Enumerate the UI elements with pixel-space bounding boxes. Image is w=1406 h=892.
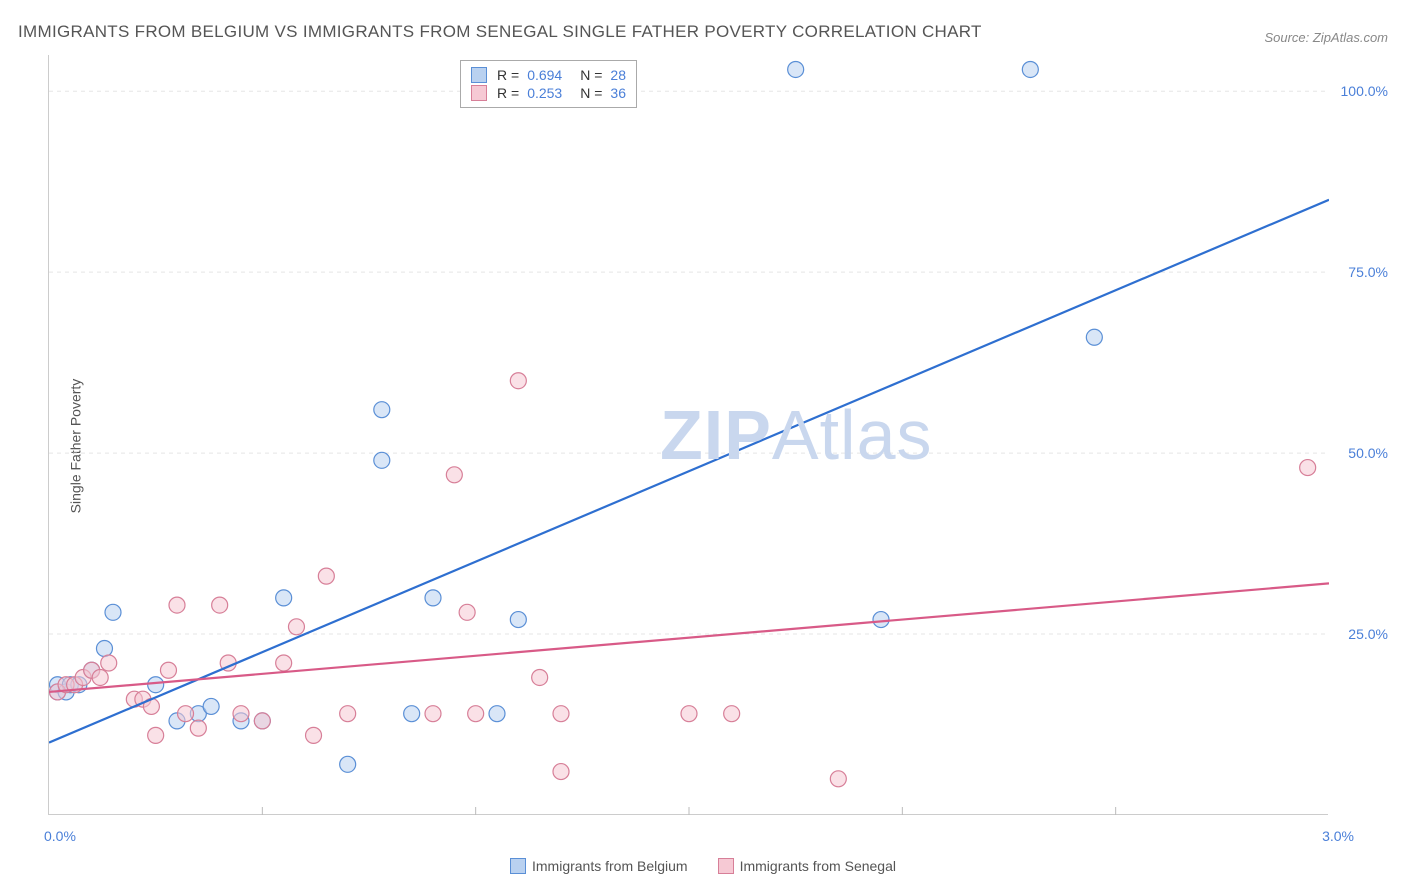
y-tick-100: 100.0% [1341, 83, 1388, 99]
n-value-senegal: 36 [610, 85, 626, 101]
r-value-senegal: 0.253 [527, 85, 562, 101]
r-label: R = [497, 85, 519, 101]
swatch-belgium-icon [510, 858, 526, 874]
legend-item-belgium: Immigrants from Belgium [510, 858, 688, 874]
r-label: R = [497, 67, 519, 83]
chart-svg [49, 55, 1329, 815]
legend-item-senegal: Immigrants from Senegal [718, 858, 896, 874]
swatch-senegal [471, 85, 487, 101]
source-label: Source: ZipAtlas.com [1264, 30, 1388, 45]
legend-row-senegal: R = 0.253 N = 36 [471, 85, 626, 101]
x-tick-3: 3.0% [1322, 828, 1354, 844]
legend-row-belgium: R = 0.694 N = 28 [471, 67, 626, 83]
n-label: N = [580, 67, 602, 83]
r-value-belgium: 0.694 [527, 67, 562, 83]
n-label: N = [580, 85, 602, 101]
legend-series: Immigrants from Belgium Immigrants from … [510, 858, 896, 874]
swatch-senegal-icon [718, 858, 734, 874]
y-tick-75: 75.0% [1348, 264, 1388, 280]
plot-area [48, 55, 1328, 815]
x-tick-0: 0.0% [44, 828, 76, 844]
chart-title: IMMIGRANTS FROM BELGIUM VS IMMIGRANTS FR… [18, 22, 982, 42]
chart-container: IMMIGRANTS FROM BELGIUM VS IMMIGRANTS FR… [0, 0, 1406, 892]
legend-label-senegal: Immigrants from Senegal [740, 858, 896, 874]
y-tick-25: 25.0% [1348, 626, 1388, 642]
swatch-belgium [471, 67, 487, 83]
y-tick-50: 50.0% [1348, 445, 1388, 461]
legend-label-belgium: Immigrants from Belgium [532, 858, 688, 874]
n-value-belgium: 28 [610, 67, 626, 83]
legend-correlation: R = 0.694 N = 28 R = 0.253 N = 36 [460, 60, 637, 108]
